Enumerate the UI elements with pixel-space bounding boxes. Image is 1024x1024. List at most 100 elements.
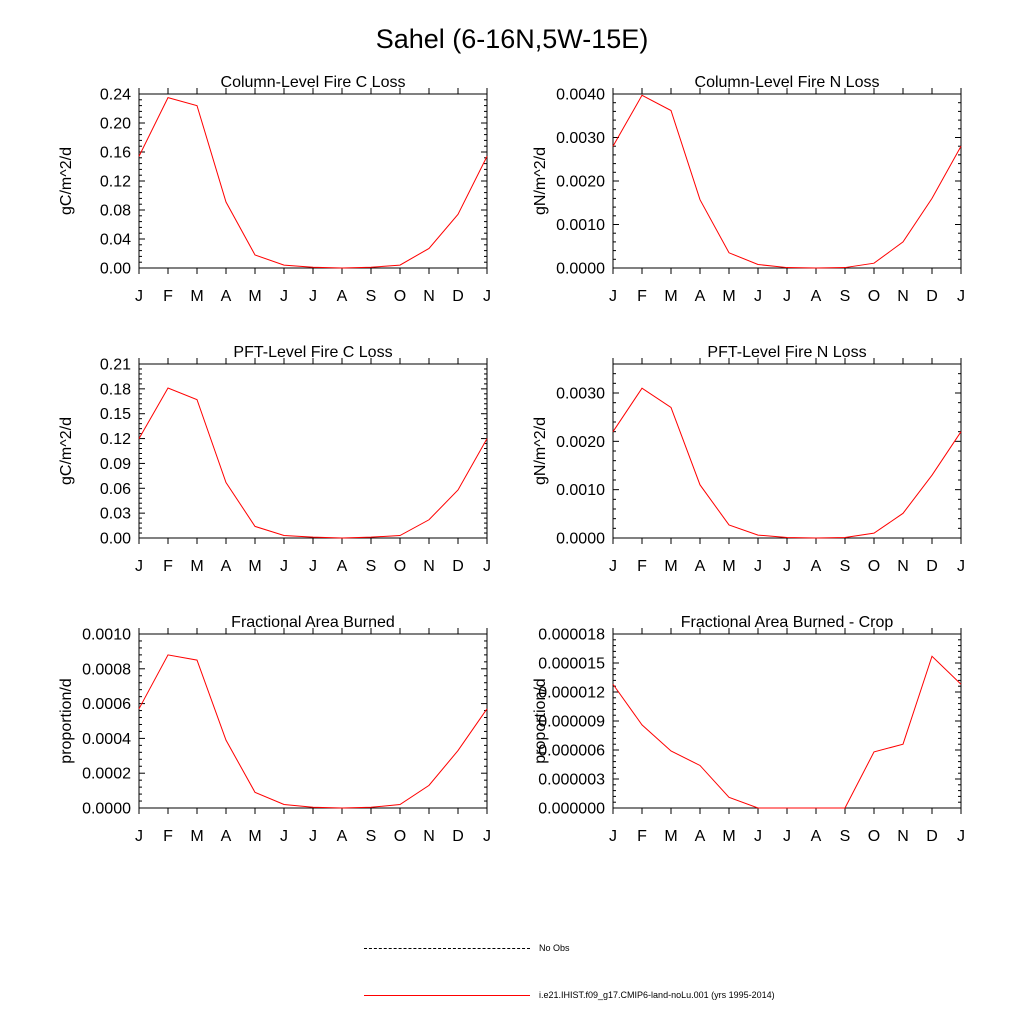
x-tick-label: F <box>163 558 173 575</box>
x-tick-label: J <box>609 558 617 575</box>
y-tick-label: 0.0006 <box>82 696 131 713</box>
y-tick-label: 0.0020 <box>556 434 605 451</box>
x-tick-label: N <box>423 558 435 575</box>
x-tick-label: M <box>190 288 203 305</box>
x-tick-label: F <box>637 288 647 305</box>
x-tick-label: A <box>695 288 706 305</box>
x-tick-label: N <box>897 288 909 305</box>
plot-frame <box>138 633 488 809</box>
series-line <box>138 97 488 269</box>
series-line <box>612 655 962 809</box>
series-line <box>612 387 962 539</box>
x-tick-label: A <box>337 558 348 575</box>
x-tick-label: A <box>337 288 348 305</box>
y-tick-label: 0.000000 <box>538 801 605 818</box>
x-tick-label: D <box>926 558 938 575</box>
x-tick-label: J <box>280 288 288 305</box>
chart-panel-1: Column-Level Fire C Loss gC/m^2/d 0.00 0.04… <box>58 74 491 305</box>
y-tick-label: 0.04 <box>100 232 131 249</box>
x-tick-label: S <box>840 828 851 845</box>
x-tick-label: D <box>926 288 938 305</box>
x-tick-label: D <box>452 558 464 575</box>
x-tick-label: J <box>957 288 965 305</box>
y-tick-label: 0.0040 <box>556 87 605 104</box>
panel-title: Fractional Area Burned - Crop <box>681 614 894 631</box>
chart-panel-4: PFT-Level Fire N Loss gN/m^2/d 0.0000 0.001… <box>532 344 965 575</box>
x-tick-label: O <box>394 828 406 845</box>
y-tick-label: 0.18 <box>100 381 131 398</box>
x-tick-label: A <box>811 828 822 845</box>
series-line <box>138 387 488 539</box>
y-tick-label: 0.0010 <box>556 217 605 234</box>
x-tick-label: S <box>840 288 851 305</box>
figure-title: Sahel (6-16N,5W-15E) <box>375 24 649 54</box>
chart-panel-3: PFT-Level Fire C Loss gC/m^2/d 0.00 0.03 0.0… <box>58 344 491 575</box>
x-tick-label: N <box>423 828 435 845</box>
x-tick-label: J <box>309 288 317 305</box>
y-tick-label: 0.0010 <box>556 482 605 499</box>
panel-title: Column-Level Fire C Loss <box>221 74 406 91</box>
x-tick-label: M <box>248 558 261 575</box>
series-line <box>612 94 962 269</box>
y-tick-label: 0.20 <box>100 116 131 133</box>
x-tick-label: O <box>868 288 880 305</box>
x-tick-label: M <box>190 558 203 575</box>
y-tick-label: 0.0020 <box>556 174 605 191</box>
x-tick-label: A <box>811 558 822 575</box>
y-axis-label: proportion/d <box>58 678 75 763</box>
x-tick-label: A <box>695 558 706 575</box>
x-tick-label: A <box>221 828 232 845</box>
x-tick-label: J <box>609 828 617 845</box>
y-tick-label: 0.00 <box>100 261 131 278</box>
plot-frame <box>138 363 488 539</box>
panel-title: Fractional Area Burned <box>231 614 395 631</box>
x-tick-label: J <box>280 828 288 845</box>
x-tick-label: M <box>664 288 677 305</box>
x-tick-label: D <box>452 828 464 845</box>
x-tick-label: J <box>135 828 143 845</box>
x-tick-label: A <box>811 288 822 305</box>
x-tick-label: O <box>868 558 880 575</box>
plot-frame <box>612 93 962 269</box>
y-tick-label: 0.21 <box>100 357 131 374</box>
x-tick-label: N <box>897 558 909 575</box>
x-tick-label: J <box>783 288 791 305</box>
y-tick-label: 0.06 <box>100 481 131 498</box>
y-tick-label: 0.08 <box>100 203 131 220</box>
x-tick-label: S <box>840 558 851 575</box>
x-tick-label: O <box>394 558 406 575</box>
x-tick-label: F <box>637 828 647 845</box>
y-tick-label: 0.00 <box>100 531 131 548</box>
y-tick-label: 0.16 <box>100 145 131 162</box>
x-tick-label: J <box>280 558 288 575</box>
y-tick-label: 0.03 <box>100 506 131 523</box>
x-tick-label: M <box>248 288 261 305</box>
y-tick-label: 0.000006 <box>538 743 605 760</box>
x-tick-label: A <box>695 828 706 845</box>
y-tick-label: 0.0000 <box>556 531 605 548</box>
x-tick-label: J <box>957 558 965 575</box>
x-tick-label: J <box>483 558 491 575</box>
x-tick-label: J <box>783 828 791 845</box>
x-tick-label: A <box>221 288 232 305</box>
x-tick-label: S <box>366 558 377 575</box>
x-tick-label: J <box>783 558 791 575</box>
plot-frame <box>612 633 962 809</box>
x-tick-label: O <box>868 828 880 845</box>
y-tick-label: 0.0002 <box>82 766 131 783</box>
x-tick-label: J <box>754 558 762 575</box>
y-axis-label: gC/m^2/d <box>58 417 75 485</box>
y-tick-label: 0.09 <box>100 456 131 473</box>
legend-label: i.e21.IHIST.f09_g17.CMIP6-land-noLu.001 … <box>539 990 775 1000</box>
y-tick-label: 0.12 <box>100 431 131 448</box>
y-axis-label: gN/m^2/d <box>532 417 549 485</box>
x-tick-label: J <box>135 558 143 575</box>
x-tick-label: A <box>337 828 348 845</box>
x-tick-label: F <box>163 288 173 305</box>
x-tick-label: J <box>754 828 762 845</box>
y-tick-label: 0.0030 <box>556 130 605 147</box>
x-tick-label: F <box>163 828 173 845</box>
series-line <box>138 654 488 809</box>
y-tick-label: 0.0000 <box>556 261 605 278</box>
y-tick-label: 0.0004 <box>82 731 131 748</box>
